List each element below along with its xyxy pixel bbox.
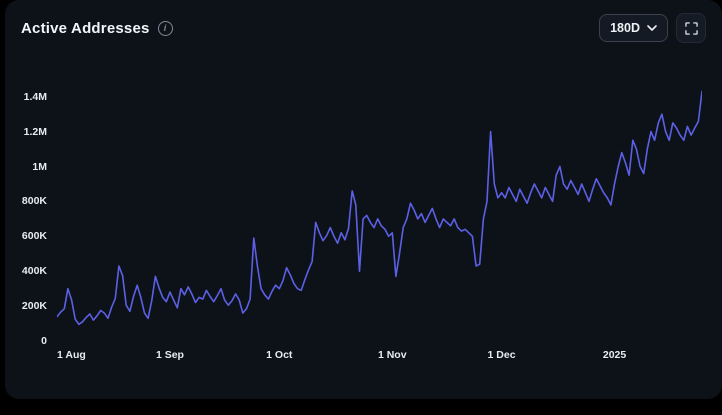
fullscreen-button[interactable] <box>676 13 706 43</box>
x-axis: 1 Aug 1 Sep 1 Oct 1 Nov 1 Dec 2025 <box>57 349 702 363</box>
y-axis-label: 800K <box>21 195 47 208</box>
time-range-selector[interactable]: 180D <box>599 14 668 42</box>
chevron-down-icon <box>647 25 657 31</box>
time-range-value: 180D <box>610 21 640 35</box>
y-axis-label: 0 <box>41 335 47 347</box>
y-axis-label: 400K <box>21 265 47 278</box>
active-addresses-card: Active Addresses i 180D <box>5 0 722 399</box>
chart-plot-area[interactable] <box>57 88 702 341</box>
header-controls: 180D <box>599 13 706 43</box>
y-axis-label: 1M <box>32 160 47 173</box>
x-axis-label: 2025 <box>602 349 627 361</box>
y-axis-label: 1.2M <box>23 125 47 138</box>
title-wrap: Active Addresses i <box>21 20 173 37</box>
x-axis-label: 1 Dec <box>487 349 516 361</box>
x-axis-label: 1 Sep <box>155 349 184 361</box>
y-axis-label: 200K <box>21 300 47 313</box>
chart-header: Active Addresses i 180D <box>5 0 722 56</box>
y-axis-label: 1.4M <box>23 90 47 103</box>
x-axis-label: 1 Oct <box>266 349 293 361</box>
x-axis-label: 1 Nov <box>377 349 407 361</box>
expand-icon <box>684 21 698 35</box>
page-title: Active Addresses <box>21 19 150 37</box>
y-axis: 0 200K 400K 600K 800K 1M 1.2M 1.4M <box>5 88 49 347</box>
active-addresses-line <box>57 90 702 326</box>
x-axis-label: 1 Aug <box>57 349 86 361</box>
y-axis-label: 600K <box>21 230 47 243</box>
info-icon[interactable]: i <box>157 20 173 36</box>
